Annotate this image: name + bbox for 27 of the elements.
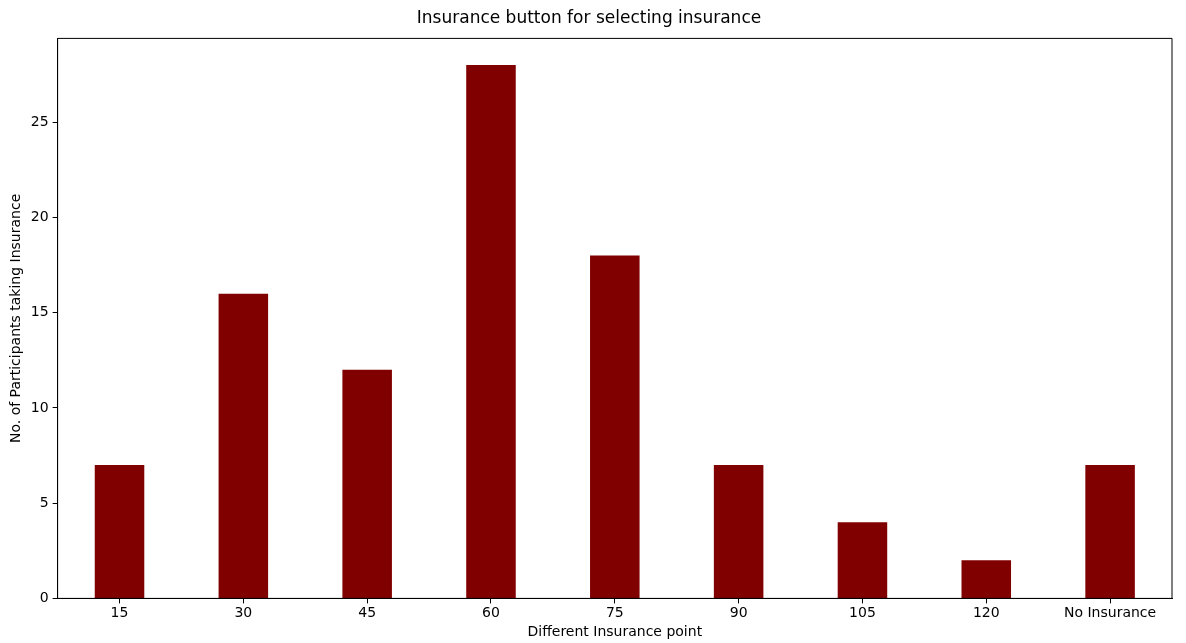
bar [1085, 465, 1135, 598]
x-tick-label: 120 [972, 604, 1000, 621]
y-tick-label: 0 [39, 589, 49, 606]
bar [837, 522, 888, 598]
x-axis-title: Different Insurance point [527, 623, 703, 640]
x-tick-label: No Insurance [1064, 604, 1157, 621]
x-tick-label: 45 [358, 604, 377, 621]
x-tick-label: 90 [729, 604, 748, 621]
y-tick-label: 20 [30, 208, 49, 225]
x-tick-label: 60 [482, 604, 500, 621]
bar [466, 65, 516, 598]
bar [590, 255, 640, 598]
bar [342, 369, 392, 598]
x-tick-label: 15 [110, 604, 129, 621]
y-tick-label: 10 [30, 398, 49, 415]
bar [961, 560, 1012, 598]
x-tick-label: 30 [234, 604, 253, 621]
y-axis-title: No. of Participants taking Insurance [7, 193, 24, 444]
bar [94, 465, 145, 598]
x-tick-label: 105 [849, 604, 876, 621]
x-tick-label: 75 [605, 604, 624, 621]
y-tick-label: 25 [30, 112, 49, 129]
bar [713, 465, 764, 598]
y-tick-label: 15 [30, 303, 49, 320]
bar [218, 293, 269, 598]
chart-title: Insurance button for selecting insurance [416, 6, 762, 27]
y-tick-label: 5 [39, 493, 49, 510]
